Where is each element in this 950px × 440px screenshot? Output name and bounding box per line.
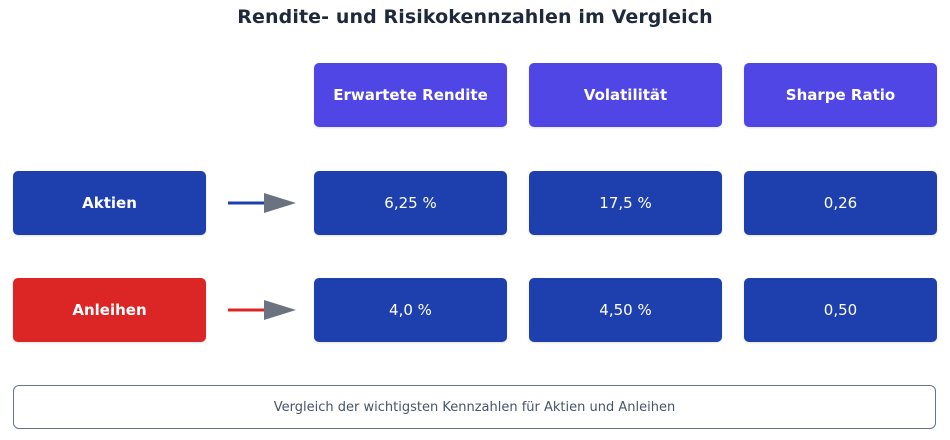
arrow-icon-anleihen bbox=[228, 300, 296, 320]
column-header-expected-return: Erwartete Rendite bbox=[314, 63, 507, 127]
cell-aktien-volatility: 17,5 % bbox=[529, 171, 722, 235]
diagram-title: Rendite- und Risikokennzahlen im Verglei… bbox=[237, 6, 713, 28]
cell-anleihen-sharpe-ratio: 0,50 bbox=[744, 278, 937, 342]
cell-aktien-sharpe-ratio: 0,26 bbox=[744, 171, 937, 235]
row-label-anleihen: Anleihen bbox=[13, 278, 206, 342]
footer-caption: Vergleich der wichtigsten Kennzahlen für… bbox=[13, 385, 936, 429]
cell-aktien-expected-return: 6,25 % bbox=[314, 171, 507, 235]
cell-anleihen-volatility: 4,50 % bbox=[529, 278, 722, 342]
column-header-volatility: Volatilität bbox=[529, 63, 722, 127]
arrow-icon-aktien bbox=[228, 193, 296, 213]
column-header-sharpe-ratio: Sharpe Ratio bbox=[744, 63, 937, 127]
row-label-aktien: Aktien bbox=[13, 171, 206, 235]
cell-anleihen-expected-return: 4,0 % bbox=[314, 278, 507, 342]
